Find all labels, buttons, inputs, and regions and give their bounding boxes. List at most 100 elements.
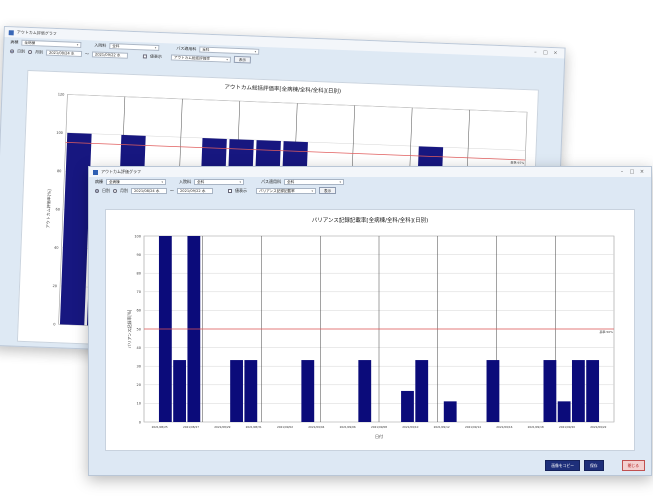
bar: [401, 390, 414, 422]
value-display-label: 値表示: [235, 187, 247, 193]
x-tick-label: 2021/09/22: [590, 425, 606, 429]
ward-select-value: 全病棟: [109, 179, 120, 184]
bar: [244, 360, 258, 422]
daily-label: 日別: [16, 48, 26, 54]
path-dept-select-value: 全科: [287, 179, 295, 184]
monthly-label: 月別: [34, 48, 44, 55]
y-tick-label: 50: [137, 327, 141, 331]
metric-select[interactable]: バリアンス記録記載率 ▾: [256, 187, 316, 194]
ward-select[interactable]: 全病棟 ▾: [106, 178, 166, 185]
bottom-button-bar: 画像をコピー 保存 閉じる: [545, 460, 645, 471]
minimize-icon[interactable]: –: [534, 49, 537, 56]
value-display-checkbox[interactable]: [142, 53, 148, 59]
value-display-label: 値表示: [149, 53, 163, 59]
x-tick-label: 2021/08/27: [183, 425, 199, 429]
date-to-value: 2021/09/22 水: [180, 188, 206, 193]
monthly-radio[interactable]: [27, 49, 33, 54]
copy-image-button[interactable]: 画像をコピー: [545, 460, 581, 471]
chevron-down-icon: ▾: [254, 49, 257, 54]
date-to-picker[interactable]: 2021/09/22 水: [177, 187, 213, 194]
x-tick-label: 2021/09/18: [528, 425, 544, 429]
close-button[interactable]: 閉じる: [621, 460, 645, 471]
y-tick-label: 0: [53, 322, 55, 326]
reference-label: 基準:95%: [510, 159, 524, 165]
admission-select[interactable]: 全科 ▾: [194, 178, 244, 185]
show-button[interactable]: 表示: [319, 187, 337, 194]
chevron-down-icon: ▾: [239, 179, 241, 184]
monthly-radio[interactable]: [113, 188, 117, 193]
monthly-label: 月別: [120, 187, 128, 193]
x-tick-label: 2021/08/25: [152, 425, 168, 429]
daily-radio[interactable]: [95, 188, 99, 193]
chevron-down-icon: ▾: [226, 57, 228, 62]
x-tick-label: 2021/09/16: [496, 425, 512, 429]
bar: [415, 360, 429, 422]
y-tick-label: 0: [139, 420, 141, 424]
date-from-value: 2021/08/24 水: [134, 188, 160, 193]
daily-radio[interactable]: [9, 48, 15, 53]
y-tick-label: 30: [137, 365, 141, 369]
front-filter-row: 病棟 全病棟 ▾ 入院料 全科 ▾ パス適用科 全科 ▾: [89, 177, 651, 186]
path-dept-select[interactable]: 全科 ▾: [284, 178, 344, 185]
reference-line: [65, 142, 526, 161]
y-tick-label: 20: [53, 284, 58, 288]
bar: [557, 401, 571, 422]
y-tick-label: 80: [137, 272, 141, 276]
front-chart-title: バリアンス記録記載率[全病棟/全科/全科](日別): [311, 218, 429, 224]
range-tilde: ～: [170, 187, 174, 193]
y-tick-label: 100: [134, 234, 141, 238]
bar: [486, 360, 500, 422]
maximize-icon[interactable]: □: [629, 169, 635, 175]
y-tick-label: 60: [55, 207, 60, 211]
close-icon[interactable]: ×: [639, 169, 645, 175]
admission-label: 入院料: [94, 41, 107, 48]
bar: [571, 360, 585, 422]
y-tick-label: 40: [54, 246, 59, 250]
y-axis-label: バリアンス記録率[%]: [126, 309, 132, 348]
front-title-bar: アウトカム評価グラフ – □ ×: [89, 167, 651, 177]
path-dept-label: パス適用科: [261, 178, 281, 184]
metric-select-value: バリアンス記録記載率: [259, 188, 295, 193]
y-tick-label: 80: [57, 169, 62, 173]
minimize-icon[interactable]: –: [620, 169, 624, 175]
x-tick-label: 2021/09/14: [465, 425, 481, 429]
bar: [59, 132, 92, 326]
front-window-title: アウトカム評価グラフ: [101, 169, 141, 174]
x-tick-label: 2021/08/29: [214, 425, 230, 429]
front-window: アウトカム評価グラフ – □ × 病棟 全病棟 ▾ 入院料 全科 ▾ パス適用科 全…: [88, 166, 652, 476]
path-dept-label: パス適用科: [176, 45, 197, 51]
daily-label: 日別: [102, 187, 110, 193]
admission-select-value: 全科: [197, 179, 205, 184]
chevron-down-icon: ▾: [311, 188, 313, 193]
y-axis-label: アウトカム評価率[%]: [44, 189, 52, 229]
save-button[interactable]: 保存: [584, 460, 604, 471]
value-display-checkbox[interactable]: [228, 188, 232, 193]
admission-select-value: 全科: [112, 43, 120, 48]
app-icon: [8, 29, 14, 35]
close-icon[interactable]: ×: [553, 50, 558, 57]
ward-select-value: 全病棟: [24, 40, 36, 45]
y-tick-label: 120: [58, 92, 65, 96]
bar: [443, 401, 457, 422]
front-chart-panel: バリアンス記録記載率[全病棟/全科/全科](日別) 0 10 20 30 40 50 60 7…: [105, 209, 635, 451]
admission-select[interactable]: 全科 ▾: [109, 42, 160, 51]
y-tick-label: 90: [137, 253, 141, 257]
bar: [301, 360, 315, 422]
bar: [543, 360, 557, 422]
x-tick-label: 2021/09/08: [371, 425, 387, 429]
metric-select[interactable]: アウトカム総括評価率 ▾: [170, 53, 232, 63]
y-tick-label: 40: [137, 346, 141, 350]
date-to-value: 2021/09/22 水: [94, 52, 121, 57]
y-tick-label: 60: [137, 309, 141, 313]
chevron-down-icon: ▾: [339, 179, 341, 184]
show-button[interactable]: 表示: [233, 55, 252, 64]
x-tick-label: 2021/09/20: [559, 425, 575, 429]
date-from-value: 2021/08/24 水: [48, 50, 75, 56]
date-from-picker[interactable]: 2021/08/24 水: [131, 187, 167, 194]
ward-label: 病棟: [10, 38, 19, 45]
chevron-down-icon: ▾: [154, 45, 157, 50]
reference-label: 基準:50%: [599, 329, 613, 334]
date-to-picker[interactable]: 2021/09/22 水: [91, 50, 129, 59]
date-from-picker[interactable]: 2021/08/24 水: [45, 49, 83, 57]
maximize-icon[interactable]: □: [542, 49, 548, 56]
